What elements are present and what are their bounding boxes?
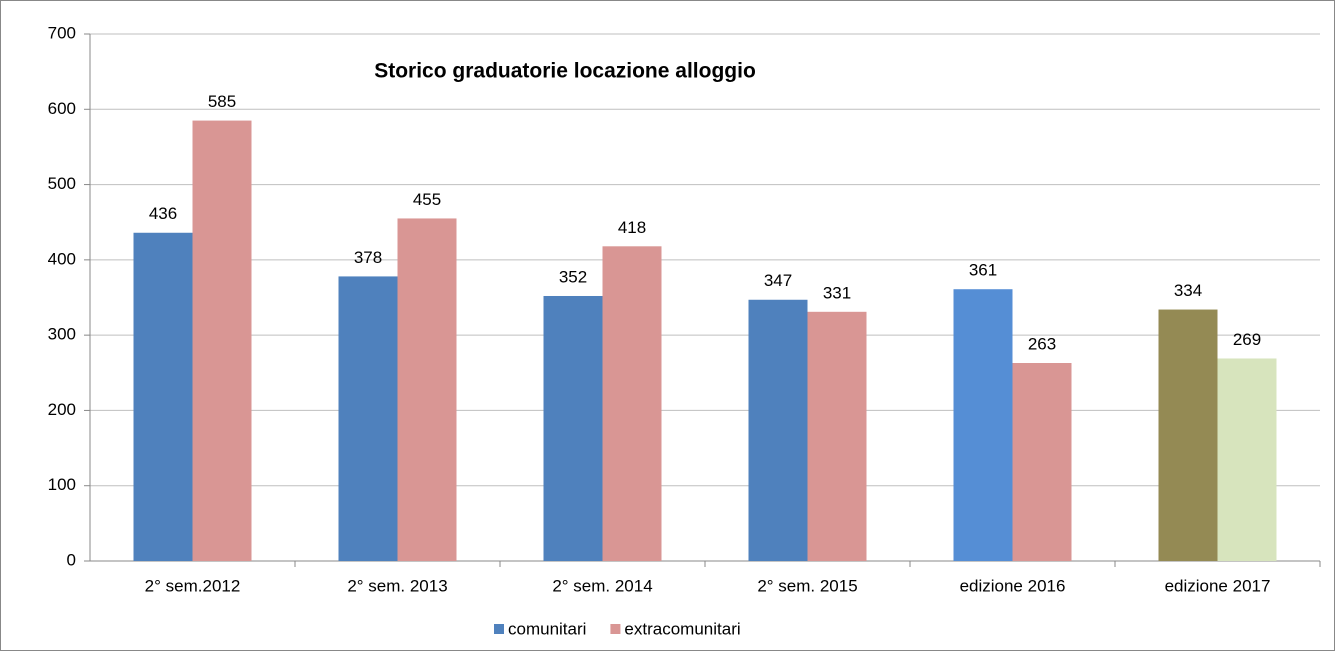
- legend-label: extracomunitari: [624, 619, 740, 638]
- y-tick-label: 600: [48, 99, 76, 118]
- data-label: 269: [1233, 330, 1261, 349]
- data-label: 331: [823, 283, 851, 302]
- x-tick-label: edizione 2017: [1165, 576, 1271, 595]
- y-tick-label: 300: [48, 325, 76, 344]
- data-label: 347: [764, 271, 792, 290]
- bar: [807, 311, 867, 561]
- legend-label: comunitari: [508, 619, 586, 638]
- y-tick-label: 0: [67, 550, 76, 569]
- data-label: 352: [559, 267, 587, 286]
- chart-title: Storico graduatorie locazione alloggio: [374, 60, 756, 83]
- data-label: 436: [149, 204, 177, 223]
- bar: [397, 218, 457, 561]
- bar: [192, 120, 252, 561]
- bar: [953, 289, 1013, 561]
- y-tick-label: 700: [48, 23, 76, 42]
- data-label: 418: [618, 218, 646, 237]
- x-tick-label: 2° sem.2012: [145, 576, 241, 595]
- bar: [338, 276, 398, 561]
- x-tick-label: edizione 2016: [960, 576, 1066, 595]
- data-label: 263: [1028, 334, 1056, 353]
- data-label: 455: [413, 190, 441, 209]
- x-tick-label: 2° sem. 2015: [757, 576, 857, 595]
- y-tick-label: 100: [48, 475, 76, 494]
- bar: [1158, 309, 1218, 561]
- bar: [602, 246, 662, 561]
- y-tick-label: 200: [48, 400, 76, 419]
- legend-swatch: [494, 624, 504, 634]
- bar: [1012, 362, 1072, 561]
- bar: [133, 232, 193, 562]
- bar: [1217, 358, 1277, 561]
- y-tick-label: 500: [48, 174, 76, 193]
- bar: [748, 299, 808, 561]
- y-tick-label: 400: [48, 249, 76, 268]
- legend-swatch: [610, 624, 621, 634]
- data-label: 334: [1174, 281, 1202, 300]
- x-tick-label: 2° sem. 2014: [552, 576, 652, 595]
- data-label: 585: [208, 92, 236, 111]
- x-tick-label: 2° sem. 2013: [347, 576, 447, 595]
- bar: [543, 295, 603, 561]
- data-label: 361: [969, 261, 997, 280]
- data-label: 378: [354, 248, 382, 267]
